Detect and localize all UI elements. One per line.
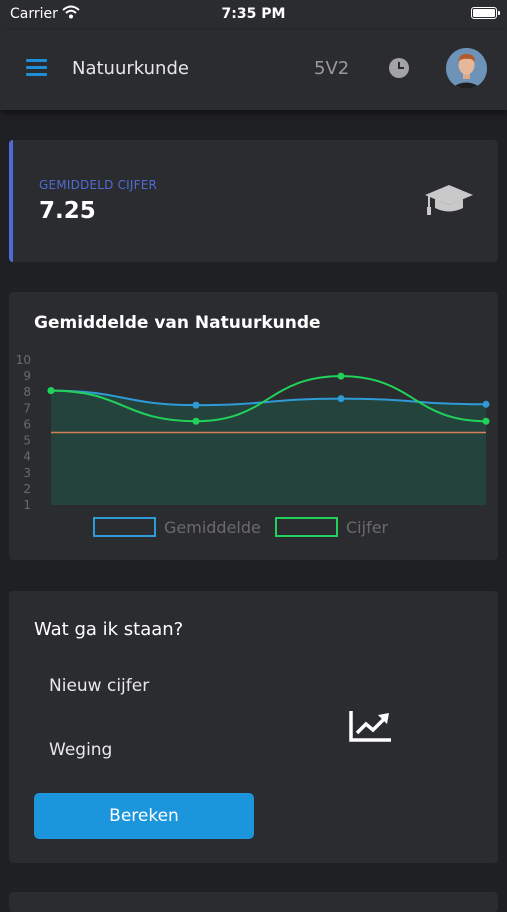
next-card — [9, 892, 498, 912]
trending-up-icon — [349, 708, 393, 746]
y-tick-label: 7 — [23, 401, 31, 415]
y-tick-label: 4 — [23, 450, 31, 464]
data-point — [192, 401, 200, 409]
calculator-title: Wat ga ik staan? — [34, 619, 184, 640]
status-bar: Carrier 7:35 PM — [0, 0, 507, 30]
clock-icon[interactable] — [389, 58, 409, 78]
data-point — [482, 400, 490, 408]
new-grade-input[interactable] — [49, 668, 299, 704]
class-label[interactable]: 5V2 — [314, 58, 350, 79]
legend-label: Cijfer — [346, 518, 389, 537]
average-grade-card: GEMIDDELD CIJFER 7.25 — [9, 140, 498, 262]
y-tick-label: 9 — [23, 369, 31, 383]
series-line-cijfer — [50, 375, 487, 423]
data-point — [47, 387, 55, 395]
y-tick-label: 1 — [23, 498, 31, 512]
grade-calculator-card: Wat ga ik staan? Bereken — [9, 591, 498, 863]
page-title: Natuurkunde — [72, 58, 189, 79]
data-point — [192, 417, 200, 425]
battery-icon — [471, 7, 500, 19]
graduation-cap-icon — [423, 183, 475, 221]
y-tick-label: 3 — [23, 466, 31, 480]
legend-swatch — [275, 517, 338, 537]
menu-icon[interactable] — [26, 59, 47, 77]
line-chart: 10 9 8 7 6 5 4 3 2 1 Gemiddelde Cijfer — [16, 353, 490, 537]
y-tick-label: 6 — [23, 417, 31, 431]
chart-title: Gemiddelde van Natuurkunde — [34, 313, 321, 333]
wifi-icon — [62, 5, 80, 23]
y-tick-label: 8 — [23, 385, 31, 399]
y-tick-label: 10 — [16, 353, 31, 367]
average-grade-label: GEMIDDELD CIJFER — [39, 178, 158, 192]
card-accent — [9, 140, 13, 262]
average-grade-value: 7.25 — [39, 198, 96, 224]
series-area-fill — [51, 390, 486, 505]
y-tick-label: 5 — [23, 434, 31, 448]
legend-label: Gemiddelde — [164, 518, 261, 537]
chart-card: Gemiddelde van Natuurkunde 10 9 8 7 6 5 4 3 2 1 Ge… — [9, 292, 498, 560]
data-point — [337, 395, 345, 403]
y-tick-label: 2 — [23, 482, 31, 496]
weight-input[interactable] — [49, 732, 299, 768]
calculate-button[interactable]: Bereken — [34, 793, 254, 839]
carrier-label: Carrier — [10, 6, 58, 22]
status-time: 7:35 PM — [221, 6, 286, 22]
data-point — [482, 417, 490, 425]
series-line-gemiddelde — [50, 389, 487, 407]
data-point — [337, 372, 345, 380]
nav-bar: Natuurkunde 5V2 — [0, 30, 507, 110]
avatar[interactable] — [446, 48, 487, 89]
legend-swatch — [93, 517, 156, 537]
